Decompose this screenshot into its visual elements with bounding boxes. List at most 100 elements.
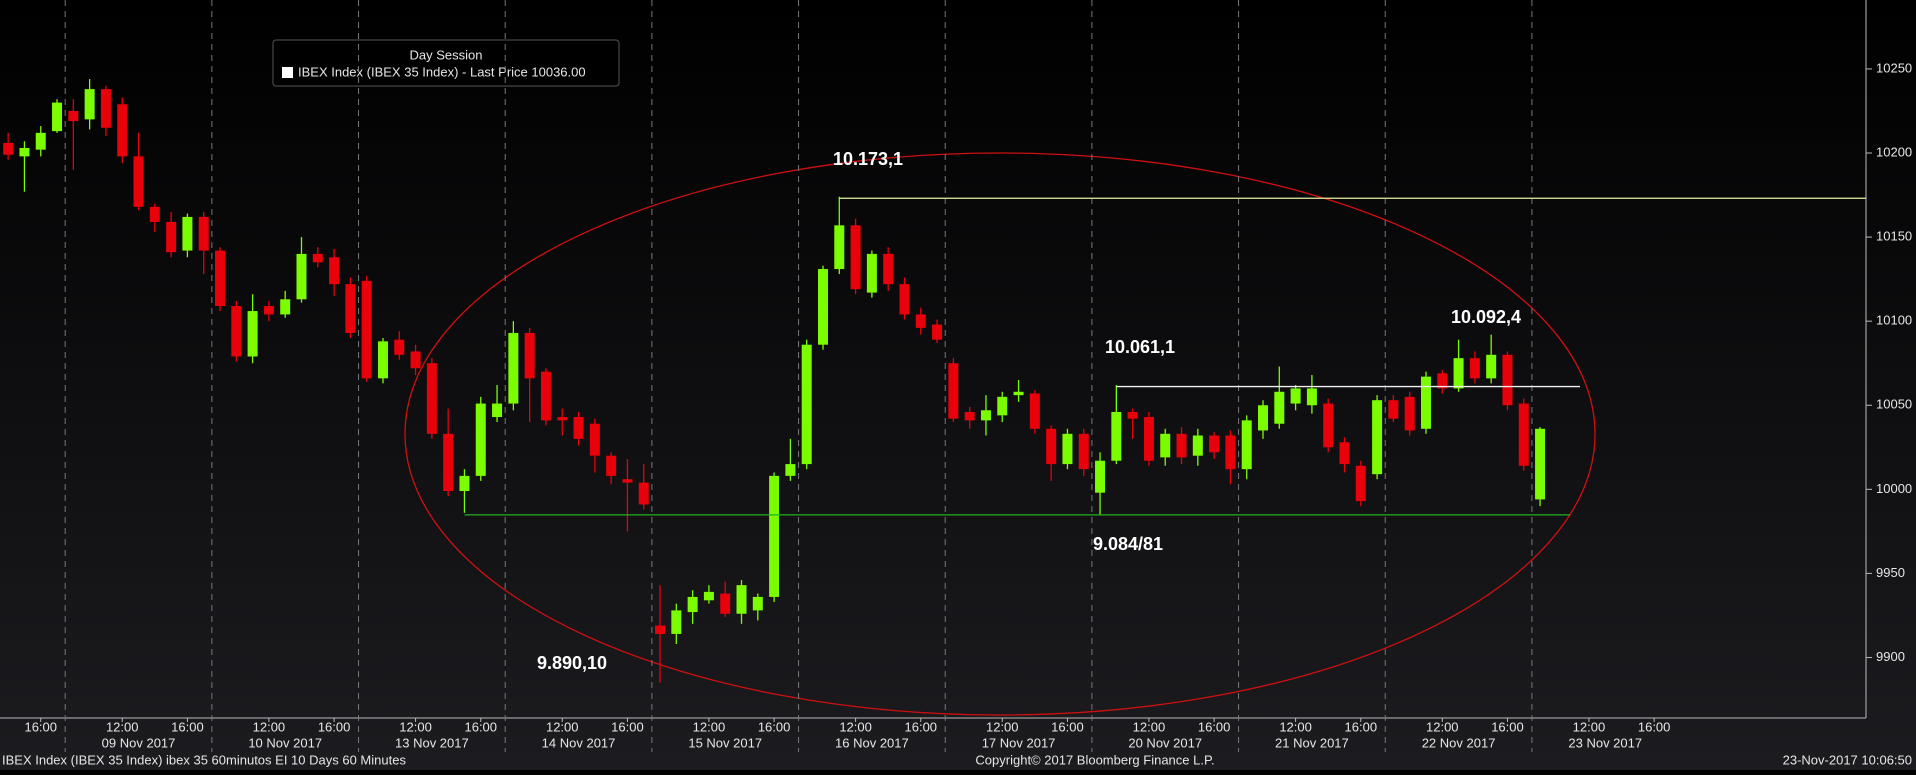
candle-body: [182, 216, 193, 251]
candle-body: [459, 475, 470, 491]
date-label: 20 Nov 2017: [1128, 735, 1202, 750]
date-label: 16 Nov 2017: [835, 735, 909, 750]
candle-body: [1290, 388, 1301, 404]
x-tick-label: 16:00: [1051, 719, 1084, 734]
candle-body: [557, 417, 568, 421]
candle-body: [1029, 393, 1040, 429]
candle-body: [638, 482, 649, 505]
x-tick-label: 12:00: [1573, 719, 1606, 734]
candle-body: [834, 225, 845, 270]
x-tick-label: 12:00: [546, 719, 579, 734]
candle-body: [720, 593, 731, 614]
candle-body: [508, 332, 519, 404]
x-tick-label: 12:00: [253, 719, 286, 734]
candle-body: [1143, 417, 1154, 461]
candle-body: [100, 89, 111, 128]
candle-body: [1535, 428, 1546, 500]
date-label: 14 Nov 2017: [542, 735, 616, 750]
x-tick-label: 16:00: [758, 719, 791, 734]
candle-body: [84, 89, 95, 120]
candle-body: [1306, 388, 1317, 406]
candle-body: [703, 591, 714, 601]
candle-body: [215, 250, 226, 307]
candle-body: [540, 371, 551, 421]
date-label: 23 Nov 2017: [1568, 735, 1642, 750]
level-label: 10.173,1: [833, 149, 903, 169]
x-tick-label: 16:00: [1345, 719, 1378, 734]
footer-center: Copyright© 2017 Bloomberg Finance L.P.: [975, 752, 1214, 767]
candle-body: [883, 253, 894, 285]
plot-area: [3, 79, 1546, 683]
legend: Day Session IBEX Index (IBEX 35 Index) -…: [272, 39, 620, 87]
candle-body: [1209, 435, 1220, 453]
date-label: 22 Nov 2017: [1422, 735, 1496, 750]
candle-body: [19, 147, 30, 157]
candle-body: [671, 610, 682, 634]
candle-body: [68, 110, 79, 122]
x-tick-label: 16:00: [1638, 719, 1671, 734]
candle-body: [736, 585, 747, 614]
x-tick-label: 12:00: [1426, 719, 1459, 734]
x-tick-label: 12:00: [1133, 719, 1166, 734]
y-tick-label: 10050: [1876, 397, 1912, 412]
candle-body: [1274, 391, 1285, 424]
x-tick-label: 16:00: [1198, 719, 1231, 734]
candle-body: [247, 311, 258, 357]
x-tick-label: 16:00: [24, 719, 57, 734]
x-tick-label: 16:00: [171, 719, 204, 734]
annotation: 9.084/81: [1093, 534, 1163, 554]
candle-body: [769, 475, 780, 597]
legend-box: [272, 39, 620, 87]
x-tick-label: 12:00: [693, 719, 726, 734]
candle-body: [915, 314, 926, 328]
x-tick-label: 16:00: [464, 719, 497, 734]
candle-body: [589, 423, 600, 456]
candle-body: [166, 221, 177, 253]
candle-body: [1404, 396, 1415, 431]
candle-body: [1355, 465, 1366, 502]
candle-body: [1241, 420, 1252, 470]
candle-body: [1372, 400, 1383, 475]
candle-body: [948, 363, 959, 419]
x-tick-label: 16:00: [318, 719, 351, 734]
candle-body: [35, 132, 46, 150]
date-label: 09 Nov 2017: [102, 735, 176, 750]
x-tick-label: 12:00: [986, 719, 1019, 734]
candle-body: [801, 344, 812, 465]
candle-body: [475, 403, 486, 476]
candle-body: [117, 104, 128, 157]
candle-body: [1453, 358, 1464, 389]
date-label: 13 Nov 2017: [395, 735, 469, 750]
candle-body: [1339, 442, 1350, 465]
candle-body: [1062, 433, 1073, 465]
candle-body: [198, 216, 209, 251]
candle-body: [1176, 433, 1187, 458]
x-tick-label: 16:00: [905, 719, 938, 734]
candle-body: [312, 253, 323, 263]
candle-body: [149, 206, 160, 222]
candle-body: [1225, 435, 1236, 470]
candle-body: [133, 156, 144, 207]
candle-body: [980, 410, 991, 421]
level-label: 10.061,1: [1105, 337, 1175, 357]
candle-body: [573, 417, 584, 439]
candle-body: [964, 411, 975, 421]
candle-body: [997, 396, 1008, 416]
candle-body: [1323, 403, 1334, 448]
y-tick-label: 10100: [1876, 313, 1912, 328]
candle-body: [1095, 460, 1106, 493]
y-tick-label: 9950: [1876, 565, 1905, 580]
candle-body: [817, 269, 828, 345]
highlight-ellipse: [404, 152, 1596, 716]
annotation: 9.890,10: [537, 653, 607, 673]
date-label: 17 Nov 2017: [982, 735, 1056, 750]
candle-body: [606, 455, 617, 476]
candle-body: [655, 625, 666, 634]
candle-body: [622, 479, 633, 483]
date-label: 15 Nov 2017: [688, 735, 762, 750]
x-tick-label: 16:00: [611, 719, 644, 734]
x-tick-label: 12:00: [1279, 719, 1312, 734]
candle-body: [1420, 376, 1431, 429]
